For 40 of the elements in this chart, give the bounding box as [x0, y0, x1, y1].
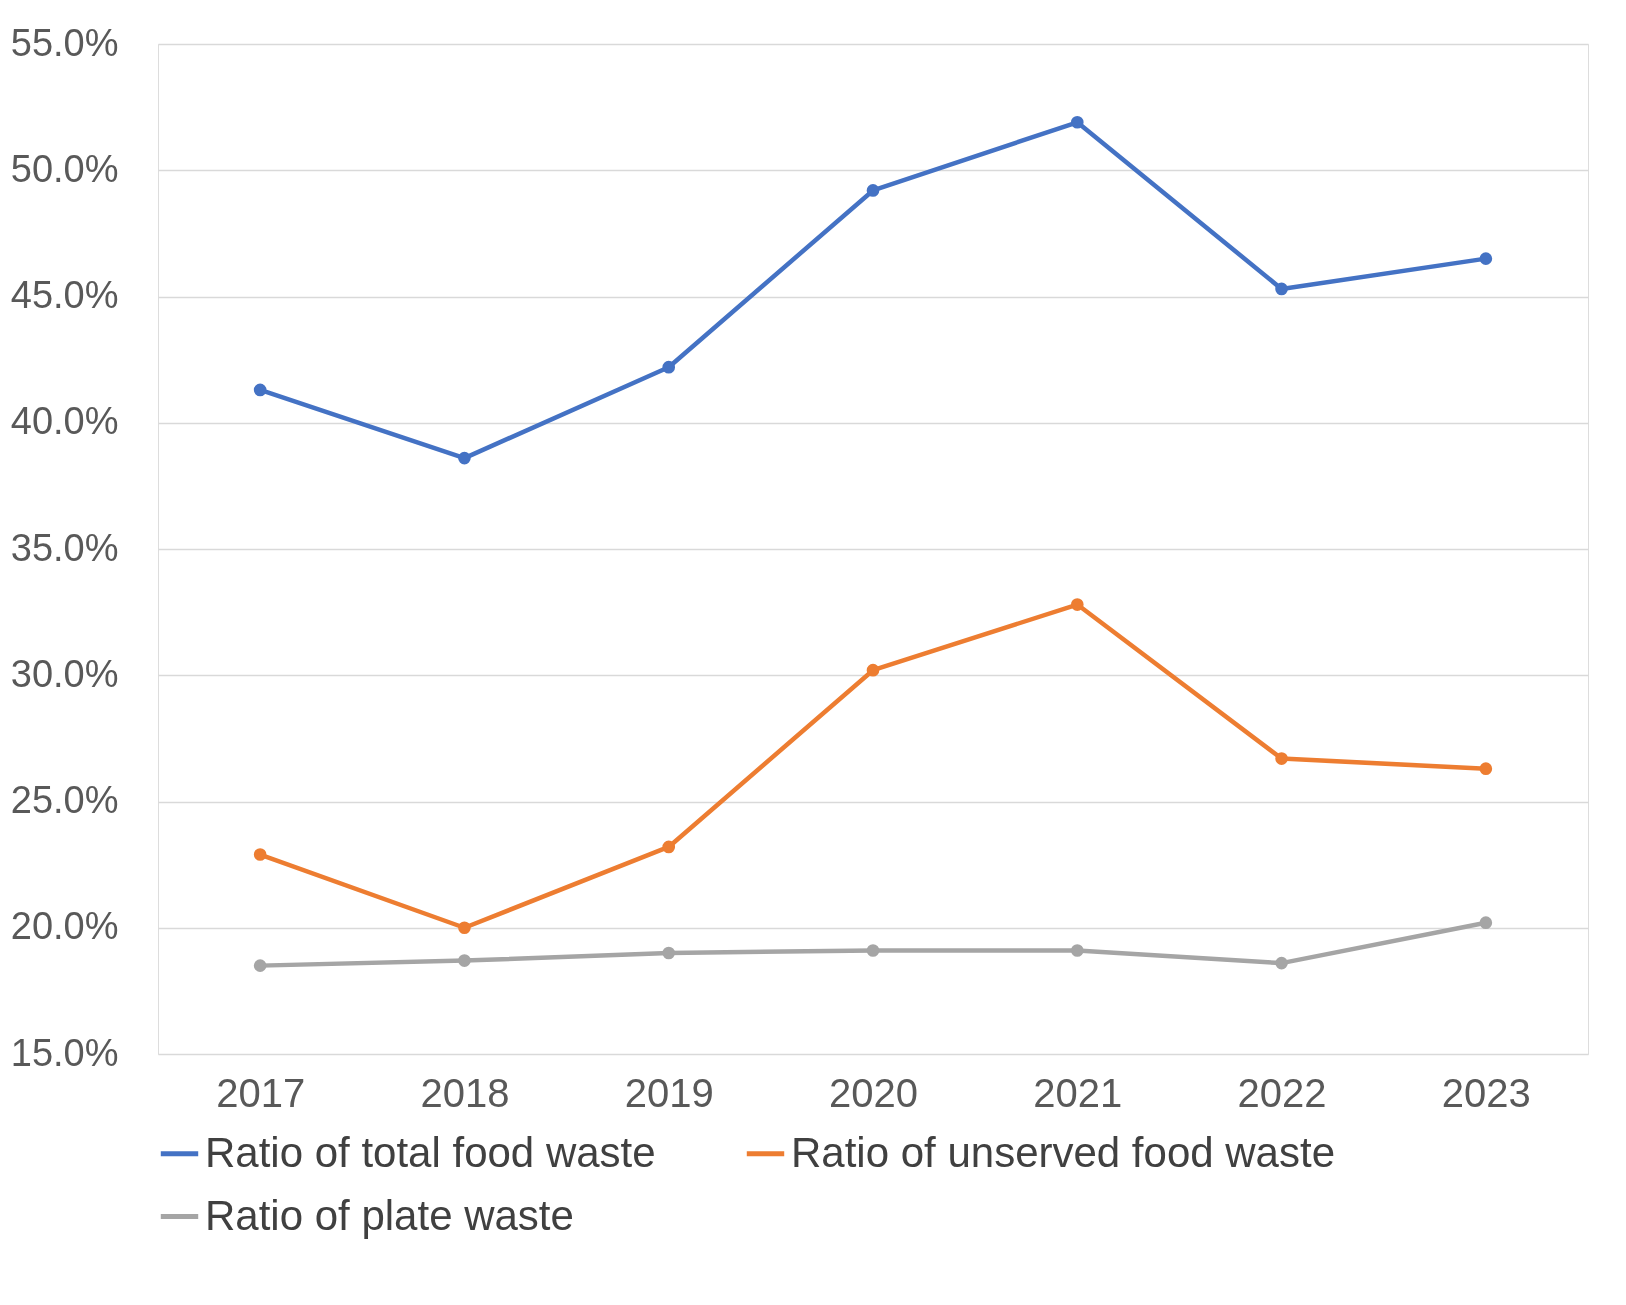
legend-label: Ratio of unserved food waste [791, 1128, 1335, 1176]
point [1070, 115, 1084, 129]
x-tick-label: 2019 [624, 1070, 714, 1115]
x-tick-label: 2017 [216, 1070, 306, 1115]
point [1070, 598, 1084, 611]
point [1479, 762, 1493, 775]
point [1070, 944, 1084, 957]
legend-label: Ratio of total food waste [205, 1128, 656, 1176]
point [662, 840, 676, 854]
point [253, 383, 267, 397]
y-tick-label: 30.0% [10, 652, 119, 695]
point [458, 921, 471, 935]
y-tick-label: 40.0% [10, 400, 119, 443]
x-tick-label: 2018 [420, 1070, 510, 1115]
point [866, 663, 880, 677]
point [1275, 752, 1288, 765]
x-tick-label: 2022 [1237, 1070, 1327, 1115]
y-tick-label: 50.0% [10, 147, 119, 190]
legend-label: Ratio of plate waste [205, 1191, 574, 1239]
x-tick-label: 2021 [1033, 1070, 1123, 1115]
x-tick-label: 2020 [829, 1070, 918, 1115]
point [1275, 282, 1288, 296]
point [253, 959, 267, 972]
y-tick-label: 45.0% [10, 274, 119, 316]
point [1275, 956, 1288, 970]
y-tick-label: 25.0% [10, 779, 119, 821]
x-tick-label: 2023 [1441, 1070, 1531, 1115]
point [1479, 916, 1493, 930]
y-tick-label: 35.0% [10, 526, 119, 569]
point [866, 944, 880, 957]
point [866, 184, 880, 197]
point [253, 848, 267, 861]
point [662, 360, 676, 374]
point [458, 451, 471, 465]
y-tick-label: 20.0% [10, 905, 119, 948]
y-tick-label: 55.0% [10, 21, 119, 64]
y-tick-label: 15.0% [10, 1031, 119, 1074]
point [1479, 252, 1493, 265]
point [662, 946, 676, 960]
point [458, 954, 471, 967]
